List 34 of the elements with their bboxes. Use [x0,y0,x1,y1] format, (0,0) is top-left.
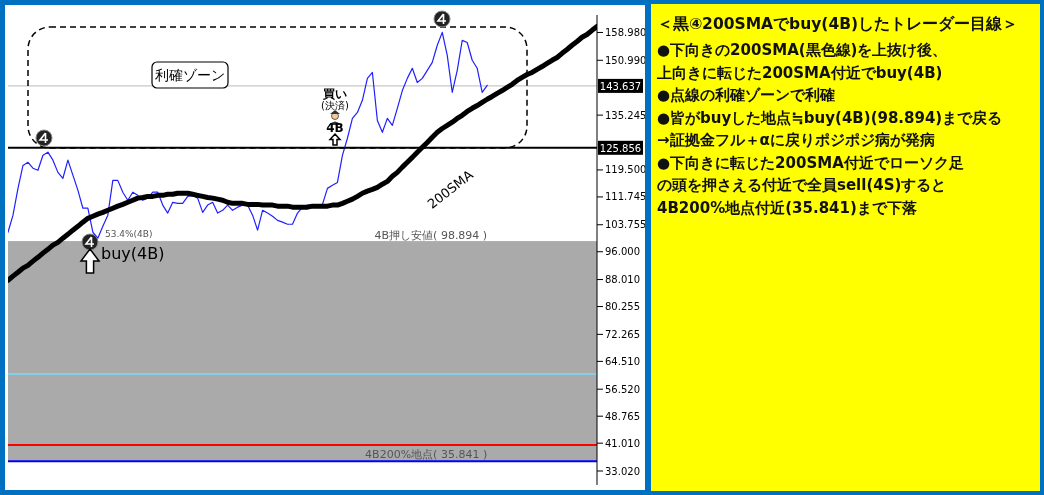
y-tick-label: 158.980 [605,27,647,39]
y-tick-label: 103.755 [605,219,647,231]
y-tick-label: 150.990 [605,54,647,66]
y-tick-label: 80.255 [605,301,640,313]
annotation: 53.4%(4B) [105,229,153,239]
text: 4B200%地点付近(35.841)まで下落 [657,197,918,219]
text: →証拠金フル＋αに戻りポジポジ病が発病 [657,130,936,151]
y-tick-label: 64.510 [605,355,640,367]
y-tick-label: 88.010 [605,274,640,286]
text: 上向きに転じた200SMA付近でbuy(4B) [657,62,944,84]
ref-line-label: 125.856 [599,142,642,154]
y-tick-label: 135.245 [605,109,647,121]
annotation: 利確ゾーン [155,67,225,83]
text: ＜黒④200SMAでbuy(4B)したトレーダー目線＞ [657,14,1020,35]
text: ●下向きの200SMA(黒色線)を上抜け後、 [657,40,949,61]
y-tick-label: 72.265 [605,328,640,340]
annotation: buy(4B) [101,244,165,263]
text: ●点線の利確ゾーンで利確 [657,85,837,106]
text: の頭を押さえる付近で全員sell(4S)すると [657,175,948,196]
text: ●下向きに転じた200SMA付近でローソク足 [657,152,965,174]
text: ●皆がbuyした地点≒buy(4B)(98.894)まで戻る [657,107,1004,129]
ref-line-label: 143.637 [599,80,642,92]
ref-line-label: 4B200%地点( 35.841 ) [365,448,488,462]
annotation: (決済) [321,100,349,111]
annotation: 4B [326,121,344,135]
y-tick-label: 111.745 [605,191,647,203]
annotation: 買い [322,87,347,101]
y-tick-label: 41.010 [605,437,640,449]
y-tick-label: 96.000 [605,246,640,258]
y-tick-label: 119.500 [605,164,647,176]
y-tick-label: 48.765 [605,410,640,422]
ref-line-label: 4B押し安値( 98.894 ) [374,228,488,242]
y-tick-label: 56.520 [605,383,640,395]
y-tick-label: 33.020 [605,465,640,477]
